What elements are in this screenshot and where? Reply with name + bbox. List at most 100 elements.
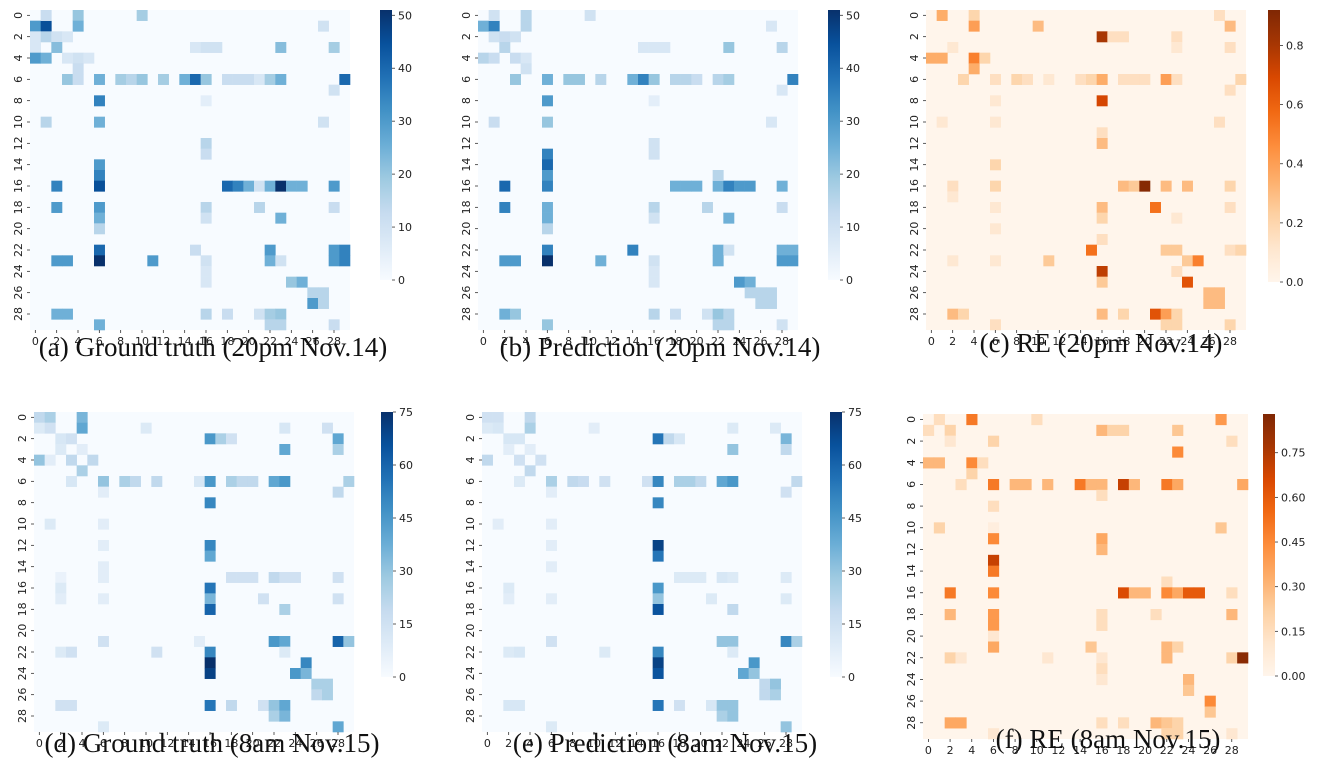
heatmap-cell — [627, 244, 639, 256]
heatmap-cell — [966, 414, 978, 426]
heatmap-cell — [514, 476, 525, 487]
heatmap-cell — [955, 717, 967, 729]
x-tick-label: 12 — [604, 335, 618, 348]
heatmap-cell — [1085, 479, 1097, 491]
heatmap-cell — [990, 180, 1001, 192]
heatmap-cell — [200, 95, 212, 107]
heatmap-cell — [83, 52, 95, 64]
heatmap-cell — [716, 636, 728, 647]
heatmap-cell — [712, 255, 724, 267]
heatmap-cell — [1215, 522, 1227, 534]
heatmap-cell — [1096, 663, 1108, 675]
heatmap-cell — [1160, 180, 1172, 192]
colorbar-tick-label: 0.60 — [1281, 491, 1306, 504]
heatmap-cell — [776, 244, 788, 256]
colorbar-tick-label: 15 — [848, 618, 862, 631]
heatmap-cell — [72, 74, 84, 85]
heatmap-cell — [776, 84, 788, 96]
heatmap-cell — [766, 287, 777, 299]
heatmap-cell — [542, 74, 553, 85]
heatmap-cell — [716, 700, 728, 711]
heatmap-cell — [286, 180, 297, 192]
heatmap-cell — [300, 668, 312, 679]
heatmap-cell — [204, 476, 216, 487]
heatmap-cell — [712, 319, 724, 331]
heatmap-cell — [332, 572, 344, 583]
heatmap-cell — [254, 202, 265, 213]
heatmap-cell — [94, 170, 105, 181]
y-tick-label: 14 — [16, 560, 29, 574]
colorbar-tick-label: 40 — [398, 62, 412, 75]
heatmap-cell — [691, 180, 703, 192]
y-tick-label: 14 — [460, 158, 473, 172]
heatmap-cell — [944, 587, 956, 599]
heatmap-cell — [76, 465, 88, 477]
colorbar-tick-label: 30 — [846, 115, 860, 128]
heatmap-cell — [55, 646, 67, 658]
heatmap-cell — [339, 255, 351, 267]
heatmap-cell — [770, 678, 781, 690]
heatmap-cell — [66, 646, 77, 658]
heatmap-cell — [988, 554, 1000, 566]
heatmap-cell — [988, 522, 1000, 534]
caption-f: (f) RE (8am Nov.15) — [995, 724, 1221, 754]
heatmap-cell — [94, 180, 105, 192]
x-tick-label: 26 — [310, 737, 324, 750]
heatmap-cell — [727, 636, 739, 647]
heatmap-cell — [322, 422, 333, 434]
heatmap-cell — [680, 74, 692, 85]
colorbar-tick-label: 75 — [399, 406, 413, 419]
heatmap-cell — [328, 244, 340, 256]
heatmap-svg: 0 2 4 6 8 10 12 14 16 18 20 22 24 26 28024681012141618… — [905, 414, 1306, 757]
heatmap-cell — [264, 319, 276, 331]
heatmap-cell — [535, 454, 547, 466]
heatmap-cell — [332, 444, 344, 455]
heatmap-cell — [332, 636, 344, 647]
heatmap-cell — [546, 593, 557, 605]
heatmap-cell — [1096, 127, 1108, 139]
x-tick-label: 2 — [57, 737, 64, 750]
heatmap-cell — [290, 668, 301, 679]
heatmap-cell — [1182, 276, 1193, 288]
heatmap-cell — [1128, 479, 1140, 491]
heatmap-cell — [648, 276, 660, 288]
heatmap-cell — [328, 42, 340, 53]
x-tick-label: 10 — [135, 335, 149, 348]
heatmap-cell — [1096, 652, 1108, 664]
heatmap-cell — [944, 424, 956, 436]
heatmap-cell — [1161, 728, 1173, 740]
heatmap-cell — [296, 276, 308, 288]
heatmap-cell — [279, 476, 291, 487]
heatmap-cell — [524, 412, 536, 423]
heatmap-cell — [1118, 180, 1129, 192]
heatmap-cell — [546, 476, 557, 487]
colorbar-tick-label: 60 — [848, 459, 862, 472]
heatmap-cell — [34, 454, 45, 466]
heatmap-cell — [595, 255, 607, 267]
colorbar — [380, 10, 392, 280]
colorbar-tick-label: 30 — [399, 565, 413, 578]
heatmap-cell — [1161, 717, 1173, 729]
heatmap-cell — [748, 657, 760, 669]
heatmap-cell — [766, 298, 777, 309]
y-tick-label: 24 — [460, 264, 473, 278]
heatmap-cell — [674, 700, 685, 711]
heatmap-cell — [62, 52, 73, 64]
heatmap-cell — [524, 444, 536, 455]
y-tick-label: 10 — [905, 521, 918, 535]
heatmap-cell — [738, 668, 749, 679]
y-tick-label: 8 — [905, 503, 918, 510]
heatmap-cell — [670, 74, 681, 85]
colorbar — [1263, 414, 1275, 676]
heatmap-cell — [62, 255, 73, 267]
heatmap-cell — [990, 255, 1001, 267]
heatmap-cell — [1139, 180, 1151, 192]
heatmap-panel-d: 0 2 4 6 8 10 12 14 16 18 20 22 24 26 28 0 2 4 6 8 10 12 14 16 18… — [0, 400, 430, 750]
heatmap-cell — [55, 433, 67, 445]
y-tick-label: 10 — [464, 517, 477, 531]
heatmap-cell — [1118, 31, 1129, 43]
heatmap-cell — [1237, 652, 1249, 664]
heatmap-cell — [232, 180, 244, 192]
heatmap-cell — [254, 180, 265, 192]
heatmap-cell — [55, 700, 67, 711]
